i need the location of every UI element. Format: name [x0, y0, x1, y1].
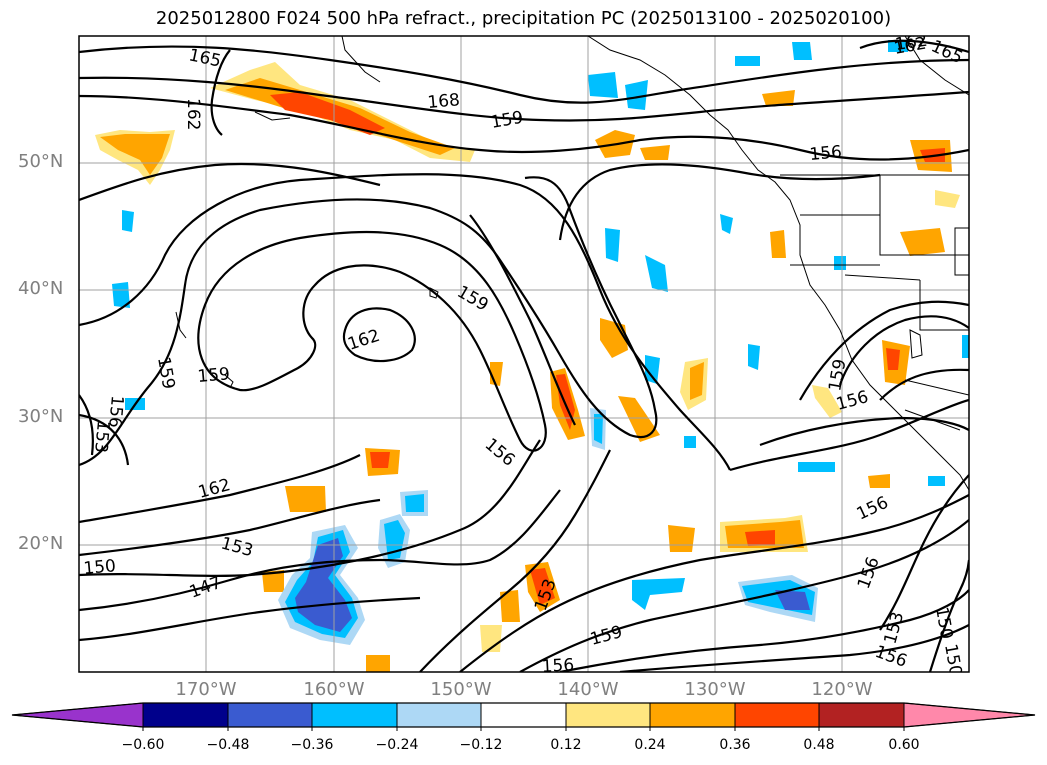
- contour-label: 153: [90, 420, 113, 454]
- contour-label: 156: [809, 142, 843, 165]
- colorbar: [11, 702, 1036, 731]
- lat-label-40n: 40°N: [18, 278, 64, 299]
- contour-label: 162: [894, 31, 929, 55]
- colorbar-segment: [142, 702, 229, 728]
- colorbar-tick-label: −0.12: [459, 737, 503, 753]
- map-plot-area: 165 162 168 159 156 162 159 162 159 156 …: [79, 31, 969, 677]
- colorbar-segment: [311, 702, 398, 728]
- lon-label-120w: 120°W: [811, 679, 873, 700]
- lat-label-30n: 30°N: [18, 406, 64, 427]
- lat-label-50n: 50°N: [18, 151, 64, 172]
- lat-label-20n: 20°N: [18, 533, 64, 554]
- contour-label: 156: [104, 395, 127, 429]
- refractivity-contours: [79, 39, 969, 672]
- contour-label: 150: [83, 556, 117, 579]
- colorbar-segment: [734, 702, 820, 728]
- lon-label-150w: 150°W: [430, 679, 492, 700]
- colorbar-segment: [818, 702, 905, 728]
- colorbar-tick-label: −0.60: [121, 737, 165, 753]
- colorbar-segment: [227, 702, 313, 728]
- colorbar-segment: [565, 702, 651, 728]
- lon-label-130w: 130°W: [684, 679, 746, 700]
- colorbar-tick-label: −0.36: [290, 737, 334, 753]
- contour-label: 156: [541, 655, 574, 677]
- colorbar-segment: [396, 702, 482, 728]
- lon-label-140w: 140°W: [557, 679, 619, 700]
- colorbar-tick-label: −0.24: [375, 737, 419, 753]
- colorbar-segment: [649, 702, 736, 728]
- colorbar-segment: [480, 702, 567, 728]
- contour-label: 168: [427, 90, 461, 113]
- colorbar-tick-label: 0.24: [634, 737, 666, 753]
- map-title: 2025012800 F024 500 hPa refract., precip…: [155, 8, 892, 29]
- colorbar-tick-label: 0.36: [719, 737, 751, 753]
- contour-label: 162: [892, 34, 927, 59]
- contour-label: 150: [940, 642, 965, 677]
- colorbar-tick-label: 0.48: [803, 737, 835, 753]
- colorbar-extend-max: [903, 702, 1036, 728]
- colorbar-tick-label: 0.12: [550, 737, 582, 753]
- colorbar-tick-label: −0.48: [206, 737, 250, 753]
- lon-label-160w: 160°W: [303, 679, 365, 700]
- contour-label: 162: [183, 98, 203, 130]
- colorbar-tick-label: 0.60: [888, 737, 920, 753]
- contour-label: 159: [197, 364, 231, 387]
- precipitation-shading: [95, 40, 969, 672]
- map-frame: [78, 35, 970, 673]
- lon-label-170w: 170°W: [175, 679, 237, 700]
- map-gridlines: [79, 36, 969, 672]
- colorbar-extend-min: [11, 702, 144, 728]
